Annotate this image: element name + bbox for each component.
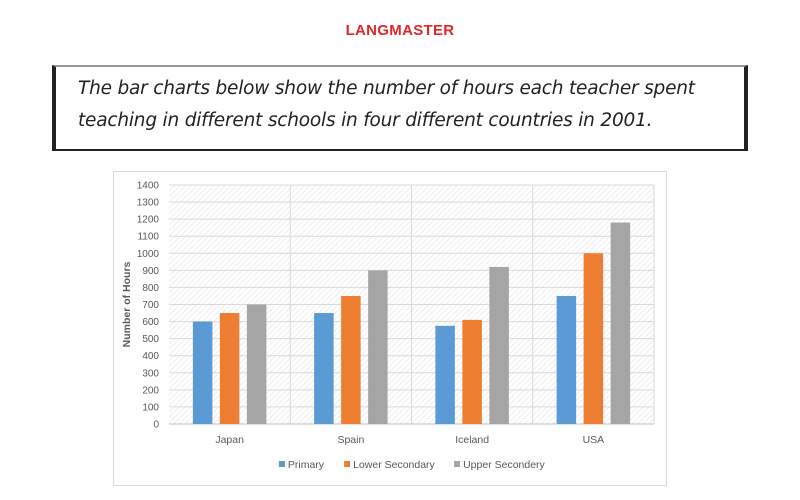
legend-swatch — [454, 461, 461, 467]
x-category-label: USA — [583, 434, 605, 446]
langmaster-logo: LANGMASTER — [345, 22, 455, 39]
legend-label: Upper Secondery — [463, 459, 545, 471]
bar-primary — [556, 295, 577, 424]
y-tick-label: 200 — [142, 385, 159, 396]
bar-upper-secondery — [368, 270, 388, 424]
plot-area: 0 100 200 300 400 500 600 700 800 900 1000 1100 1200… — [121, 181, 655, 471]
y-tick-label: 1200 — [137, 215, 160, 226]
bar-lower-secondary — [341, 295, 361, 424]
legend-label: Primary — [288, 459, 325, 471]
bar-chart: 0 100 200 300 400 500 600 700 800 900 1000 1100 1200… — [113, 171, 667, 486]
y-tick-label: 700 — [142, 300, 159, 311]
legend-label: Lower Secondary — [353, 459, 435, 471]
x-category-label: Japan — [215, 434, 244, 446]
y-tick-label: 1300 — [137, 198, 160, 209]
bar-primary — [314, 313, 334, 424]
y-tick-label: 400 — [142, 351, 159, 362]
y-tick-label: 0 — [153, 420, 159, 431]
prompt-line-2: teaching in different schools in four di… — [78, 110, 653, 131]
x-category-label: Iceland — [455, 434, 489, 446]
legend-swatch — [344, 461, 351, 467]
y-tick-label: 500 — [142, 334, 159, 345]
chart-canvas: 0 100 200 300 400 500 600 700 800 900 1000 1100 1200… — [121, 181, 655, 471]
bar-primary — [192, 321, 213, 424]
legend-swatch — [278, 461, 285, 467]
x-category-label: Spain — [337, 434, 364, 446]
bar-upper-secondery — [489, 266, 509, 424]
y-tick-label: 900 — [142, 266, 159, 277]
y-tick-label: 600 — [142, 317, 159, 328]
bar-lower-secondary — [583, 253, 604, 424]
y-axis-title: Number of Hours — [121, 261, 133, 347]
y-tick-label: 300 — [142, 368, 159, 379]
y-tick-label: 100 — [142, 402, 159, 413]
bar-lower-secondary — [462, 319, 482, 424]
task-prompt-text: The bar charts below show the number of … — [78, 73, 730, 137]
y-tick-label: 1100 — [137, 232, 159, 243]
bar-upper-secondery — [246, 304, 267, 424]
y-tick-label: 1000 — [137, 249, 160, 260]
y-tick-label: 800 — [142, 283, 159, 294]
y-tick-label: 1400 — [137, 181, 160, 192]
task-prompt-box: The bar charts below show the number of … — [52, 65, 748, 151]
bar-primary — [435, 325, 455, 424]
prompt-line-1: The bar charts below show the number of … — [78, 78, 695, 99]
bar-upper-secondery — [610, 222, 631, 424]
bar-lower-secondary — [219, 313, 240, 424]
